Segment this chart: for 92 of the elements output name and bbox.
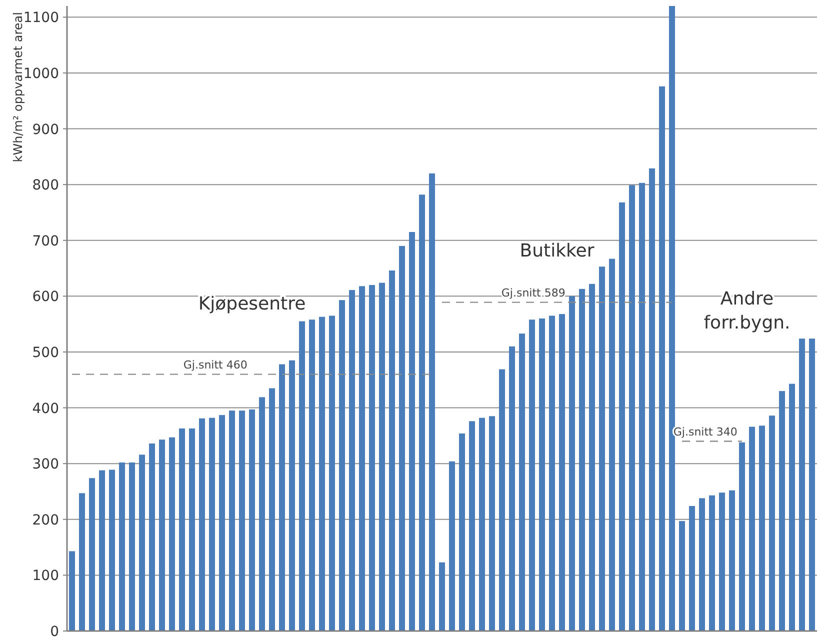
bar (349, 290, 355, 631)
y-tick-label: 400 (32, 400, 59, 417)
bar (209, 418, 215, 631)
bar (649, 168, 655, 631)
bar (69, 551, 75, 631)
bar (759, 426, 765, 631)
bar (479, 418, 485, 631)
bar (409, 232, 415, 631)
bar (329, 316, 335, 631)
bar (199, 418, 205, 631)
bar (109, 470, 115, 631)
bar (469, 421, 475, 631)
bar (579, 288, 585, 631)
series-label: Kjøpesentre (198, 294, 306, 315)
bar (229, 410, 235, 631)
bar (369, 285, 375, 631)
bar (159, 440, 165, 631)
bar (709, 495, 715, 631)
bar (559, 314, 565, 631)
y-axis-title: kWh/m² oppvarmet areal (11, 12, 25, 162)
bar (729, 490, 735, 631)
bar (449, 461, 455, 631)
bar (779, 391, 785, 631)
bar (639, 182, 645, 631)
bar (679, 521, 685, 631)
bar (119, 462, 125, 631)
bar (589, 284, 595, 631)
bar (689, 506, 695, 631)
series-label: Gj.snitt 589 (501, 286, 566, 300)
bar (289, 360, 295, 631)
y-tick-label: 900 (32, 122, 59, 138)
y-tick-label: 0 (50, 624, 59, 638)
bar (309, 320, 315, 631)
y-tick-label: 800 (32, 178, 59, 194)
bar (79, 493, 85, 631)
bar (359, 286, 365, 631)
bar (129, 462, 135, 631)
bar (499, 369, 505, 631)
series-label: Gj.snitt 460 (183, 358, 248, 372)
bar (99, 470, 105, 631)
bar (659, 86, 665, 631)
bar (259, 397, 265, 631)
bar (429, 173, 435, 631)
bar (249, 409, 255, 631)
bar (699, 498, 705, 631)
bar (439, 562, 445, 631)
bar (279, 364, 285, 631)
y-tick-label: 300 (32, 456, 59, 473)
bar (629, 185, 635, 631)
bar (569, 296, 575, 631)
bar (669, 6, 675, 631)
bar (539, 318, 545, 631)
bar (179, 428, 185, 631)
bar (799, 338, 805, 631)
bar (189, 428, 195, 631)
bar (139, 454, 145, 631)
bar (739, 442, 745, 631)
bar (719, 492, 725, 631)
bar (519, 334, 525, 631)
bar (319, 316, 325, 631)
bar (509, 346, 515, 631)
bar (769, 416, 775, 631)
bar (809, 338, 815, 631)
bar (299, 321, 305, 631)
bar (749, 426, 755, 631)
bar (219, 415, 225, 631)
series-label: Butikker (520, 240, 595, 262)
y-tick-label: 1000 (23, 66, 59, 82)
bar (89, 478, 95, 631)
bar (269, 388, 275, 631)
bar (239, 410, 245, 631)
y-tick-label: 100 (32, 568, 59, 584)
bar (389, 270, 395, 631)
bar (419, 194, 425, 631)
bar (549, 316, 555, 631)
bar (169, 437, 175, 631)
bar (149, 444, 155, 631)
y-tick-label: 600 (32, 289, 59, 306)
bar (609, 258, 615, 631)
bar (489, 416, 495, 631)
bar (619, 202, 625, 631)
bar (459, 433, 465, 631)
bar (789, 384, 795, 631)
y-tick-label: 200 (32, 512, 59, 528)
y-tick-label: 700 (32, 233, 59, 250)
bar (529, 320, 535, 631)
bar (339, 300, 345, 631)
y-tick-label: 500 (32, 344, 59, 361)
bar (399, 246, 405, 631)
bar (599, 266, 605, 631)
bar (379, 282, 385, 631)
y-tick-label: 1100 (23, 10, 59, 26)
